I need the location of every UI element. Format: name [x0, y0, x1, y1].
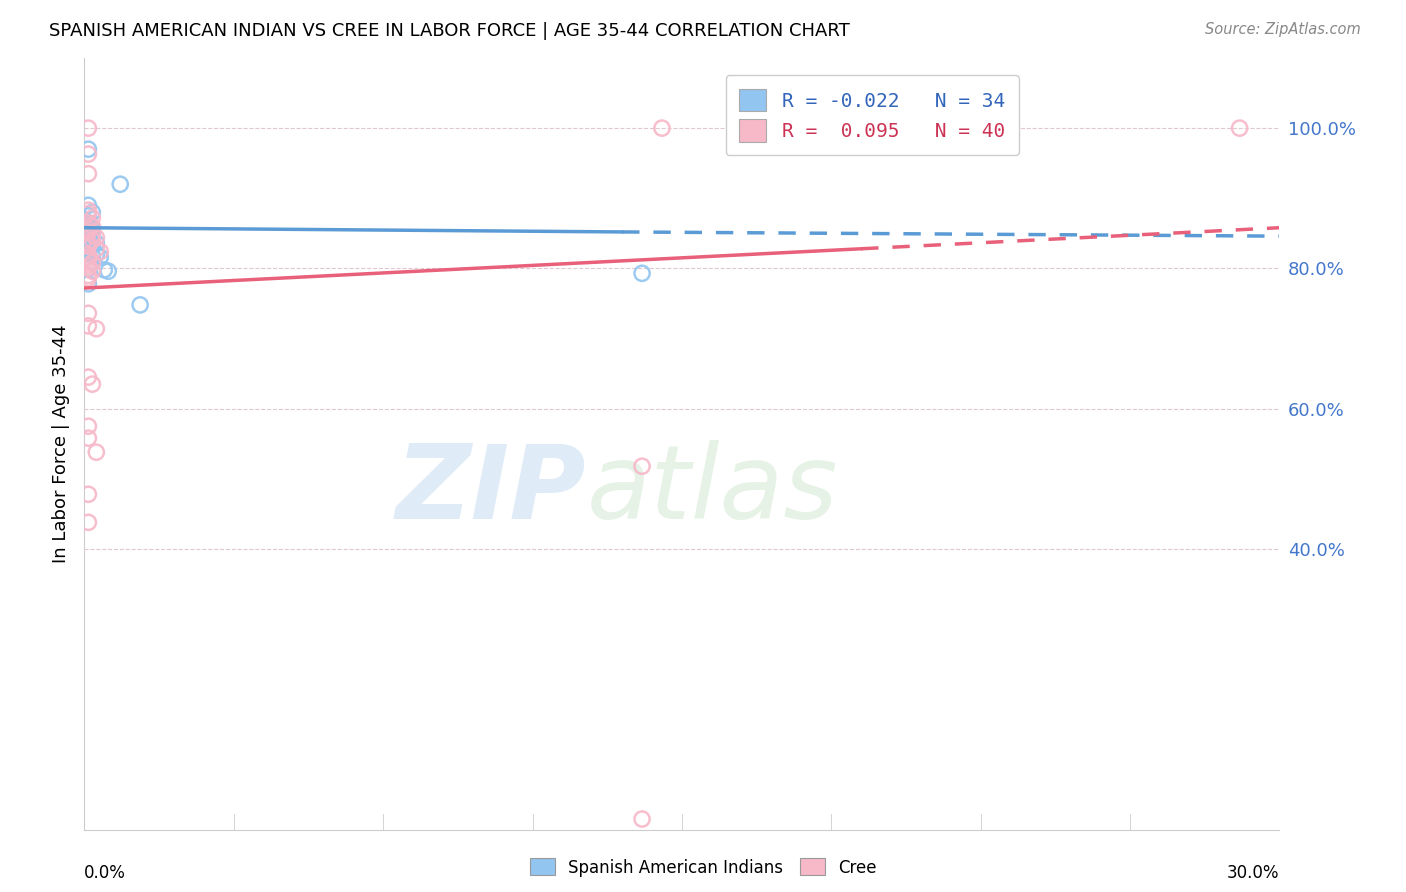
Point [82, 239, 104, 253]
Point [82, 230, 104, 244]
Point [77, 240, 100, 254]
Point [77, 271, 100, 285]
Point [89, 250, 111, 264]
Point [77, 239, 100, 253]
Point [631, 459, 654, 474]
Point [77, 207, 100, 221]
Point [77, 216, 100, 230]
Point [77, 233, 100, 247]
Point [77, 318, 100, 333]
Point [82, 225, 104, 239]
Point [77, 487, 100, 501]
Text: atlas: atlas [586, 440, 838, 540]
Point [77, 121, 100, 136]
Point [77, 147, 100, 161]
Point [77, 242, 100, 256]
Point [86, 242, 108, 256]
Point [77, 244, 100, 258]
Point [86, 322, 108, 336]
Point [82, 205, 104, 219]
Point [82, 219, 104, 234]
Point [77, 225, 100, 239]
Y-axis label: In Labor Force | Age 35-44: In Labor Force | Age 35-44 [52, 325, 70, 563]
Point [82, 235, 104, 249]
Point [89, 244, 111, 259]
Point [1229, 121, 1251, 136]
Point [77, 419, 100, 434]
Point [77, 252, 100, 267]
Point [86, 247, 108, 261]
Point [77, 142, 100, 156]
Point [631, 812, 654, 826]
Point [77, 209, 100, 223]
Text: SPANISH AMERICAN INDIAN VS CREE IN LABOR FORCE | AGE 35-44 CORRELATION CHART: SPANISH AMERICAN INDIAN VS CREE IN LABOR… [49, 22, 851, 40]
Point [82, 256, 104, 270]
Point [77, 222, 100, 236]
Text: ZIP: ZIP [395, 440, 586, 541]
Point [77, 245, 100, 260]
Legend: Spanish American Indians, Cree: Spanish American Indians, Cree [523, 852, 883, 883]
Point [97, 264, 120, 278]
Point [82, 233, 104, 247]
Point [77, 203, 100, 218]
Point [77, 261, 100, 276]
Legend: R = -0.022   N = 34, R =  0.095   N = 40: R = -0.022 N = 34, R = 0.095 N = 40 [725, 76, 1019, 155]
Point [77, 277, 100, 291]
Point [86, 445, 108, 459]
Point [77, 431, 100, 445]
Point [77, 227, 100, 241]
Point [110, 178, 132, 192]
Point [77, 237, 100, 252]
Point [77, 216, 100, 230]
Text: Source: ZipAtlas.com: Source: ZipAtlas.com [1205, 22, 1361, 37]
Point [77, 268, 100, 283]
Point [77, 227, 100, 242]
Point [651, 121, 673, 136]
Text: 30.0%: 30.0% [1227, 864, 1279, 882]
Point [77, 220, 100, 235]
Point [77, 247, 100, 261]
Point [77, 370, 100, 384]
Text: 0.0%: 0.0% [84, 864, 127, 882]
Point [129, 298, 152, 312]
Point [77, 306, 100, 320]
Point [77, 223, 100, 237]
Point [82, 264, 104, 278]
Point [93, 262, 115, 277]
Point [82, 227, 104, 242]
Point [82, 220, 104, 235]
Point [77, 198, 100, 212]
Point [86, 230, 108, 244]
Point [77, 231, 100, 245]
Point [82, 211, 104, 225]
Point [77, 167, 100, 181]
Point [77, 259, 100, 273]
Point [77, 516, 100, 530]
Point [86, 236, 108, 251]
Point [82, 249, 104, 263]
Point [82, 377, 104, 392]
Point [631, 266, 654, 280]
Point [82, 254, 104, 268]
Point [77, 250, 100, 264]
Point [77, 261, 100, 276]
Point [77, 236, 100, 251]
Point [77, 218, 100, 232]
